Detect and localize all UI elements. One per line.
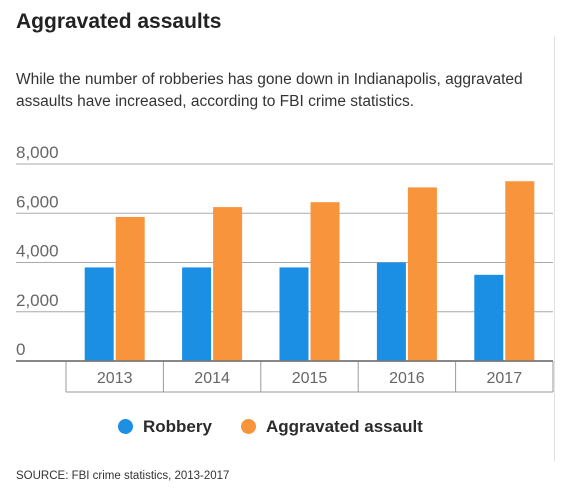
- y-tick-label: 4,000: [16, 242, 59, 261]
- bar-aggravated-assault: [407, 187, 437, 361]
- legend-item-aggravated-assault: Aggravated assault: [241, 417, 423, 436]
- legend-2: Aggravated assault: [241, 417, 423, 437]
- y-tick-label: 0: [16, 340, 25, 359]
- y-tick-label: 8,000: [16, 143, 59, 162]
- x-tick-label: 2013: [97, 370, 133, 387]
- x-tick-label: 2016: [389, 370, 425, 387]
- legend-swatch-aggravated-assault: [241, 419, 256, 434]
- chart-title: Aggravated assaults: [16, 10, 222, 33]
- bar-aggravated-assault: [115, 216, 145, 361]
- chart-subtitle: While the number of robberies has gone d…: [16, 71, 523, 110]
- x-tick-label: 2015: [292, 370, 328, 387]
- bar-aggravated-assault: [213, 207, 243, 361]
- x-tick-label: 2014: [194, 370, 230, 387]
- legend-label-aggravated-assault: Aggravated assault: [266, 417, 423, 436]
- bar-aggravated-assault: [505, 181, 535, 361]
- bar-robbery: [84, 267, 114, 361]
- bar-robbery: [182, 267, 212, 361]
- legend-swatch-robbery: [118, 419, 133, 434]
- y-tick-label: 2,000: [16, 291, 59, 310]
- bar-robbery: [474, 274, 504, 361]
- right-divider: [554, 36, 555, 461]
- legend: Robbery: [118, 417, 212, 437]
- x-tick-label: 2017: [487, 370, 523, 387]
- y-tick-label: 6,000: [16, 192, 59, 211]
- bar-robbery: [279, 267, 309, 361]
- bar-chart: 8,000 6,000 4,000 2,000 0 2013 2014 2015 2016 201…: [16, 143, 554, 393]
- legend-item-robbery: Robbery: [118, 417, 212, 436]
- source-note: SOURCE: FBI crime statistics, 2013-2017: [16, 470, 230, 482]
- bar-aggravated-assault: [310, 202, 340, 361]
- bar-robbery: [376, 262, 406, 361]
- legend-label-robbery: Robbery: [143, 417, 212, 436]
